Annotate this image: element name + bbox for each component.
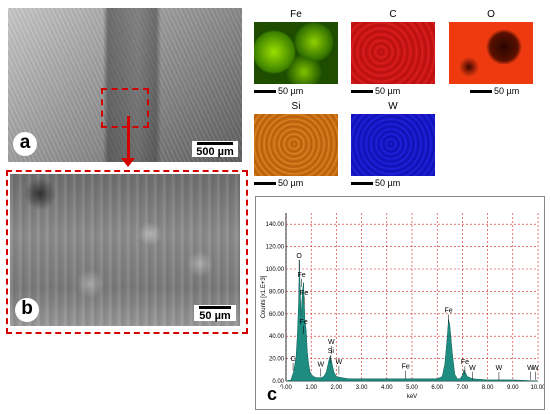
- eds-map-o: [449, 22, 533, 84]
- spectrum-svg: 0.00 1.00 2.00 3.00 4.00 5.00 6.00 7.00 8.00 9.00…: [261, 213, 544, 400]
- x-tick-label: 4.00: [381, 385, 393, 391]
- peak-label: W: [328, 339, 335, 346]
- eds-map-fe: [254, 22, 338, 84]
- map-scale-c: 50 µm: [351, 86, 400, 96]
- x-tick-label: 2.00: [331, 385, 343, 391]
- sem-image-a: 500 µm a: [8, 8, 242, 162]
- peak-label: W: [527, 365, 534, 372]
- peak-label: W: [317, 361, 324, 368]
- x-tick-label: 1.00: [305, 385, 317, 391]
- y-axis-label: Counts [x1.E+3]: [261, 275, 267, 318]
- scale-bar-a: 500 µm: [192, 141, 238, 158]
- peak-label: Fe: [461, 359, 469, 366]
- scale-bar-b: 50 µm: [194, 305, 236, 322]
- panel-b-frame: [6, 170, 248, 334]
- map-title-c: C: [389, 9, 397, 20]
- peak-label: W: [532, 365, 539, 372]
- peak-label: W: [496, 365, 503, 372]
- x-tick-label: 9.00: [507, 385, 519, 391]
- panel-label-b: b: [15, 298, 39, 322]
- peak-label: Si: [328, 348, 335, 355]
- peak-label: W: [469, 365, 476, 372]
- map-title-w: W: [388, 101, 398, 112]
- y-tick-label: 20.00: [269, 357, 285, 363]
- peak-label: C: [291, 356, 296, 363]
- zoom-arrow: [127, 116, 130, 160]
- x-tick-label: 3.00: [356, 385, 368, 391]
- y-tick-label: 0.00: [272, 379, 284, 385]
- x-tick-label: 6.00: [431, 385, 443, 391]
- x-tick-label: 10.00: [530, 385, 544, 391]
- map-scale-fe: 50 µm: [254, 86, 303, 96]
- eds-map-si: [254, 114, 338, 176]
- eds-map-c: [351, 22, 435, 84]
- peak-label: Fe: [444, 308, 452, 315]
- x-tick-label: 5.00: [406, 385, 418, 391]
- zoom-arrow-head: [121, 158, 135, 167]
- x-tick-label: 8.00: [482, 385, 494, 391]
- panel-label-a: a: [13, 132, 37, 156]
- selection-box: [101, 88, 149, 128]
- x-axis-label: keV: [407, 394, 417, 400]
- map-scale-w: 50 µm: [351, 178, 400, 188]
- x-tick-label: 7.00: [457, 385, 469, 391]
- peak-label: Fe: [298, 272, 306, 279]
- map-scale-o: 50 µm: [470, 86, 519, 96]
- peak-label: O: [296, 253, 302, 260]
- map-scale-si: 50 µm: [254, 178, 303, 188]
- peak-label: Fe: [402, 364, 410, 371]
- y-tick-label: 100.00: [266, 267, 285, 273]
- x-tick-label: 0.00: [280, 385, 292, 391]
- map-title-si: Si: [291, 101, 301, 112]
- map-title-fe: Fe: [290, 9, 302, 20]
- y-tick-label: 60.00: [269, 312, 285, 318]
- sem-image-b: 50 µm b: [10, 174, 240, 326]
- y-tick-label: 120.00: [266, 245, 285, 251]
- eds-map-w: [351, 114, 435, 176]
- y-tick-label: 40.00: [269, 334, 285, 340]
- map-title-o: O: [487, 9, 495, 20]
- peak-label: Fe: [300, 290, 308, 297]
- eds-spectrum-chart: 0.00 1.00 2.00 3.00 4.00 5.00 6.00 7.00 8.00 9.00…: [255, 196, 545, 410]
- panel-label-c: c: [260, 383, 284, 407]
- peak-label: W: [336, 359, 343, 366]
- y-tick-label: 80.00: [269, 289, 285, 295]
- peak-label: Fe: [300, 319, 308, 326]
- y-tick-label: 140.00: [266, 222, 285, 228]
